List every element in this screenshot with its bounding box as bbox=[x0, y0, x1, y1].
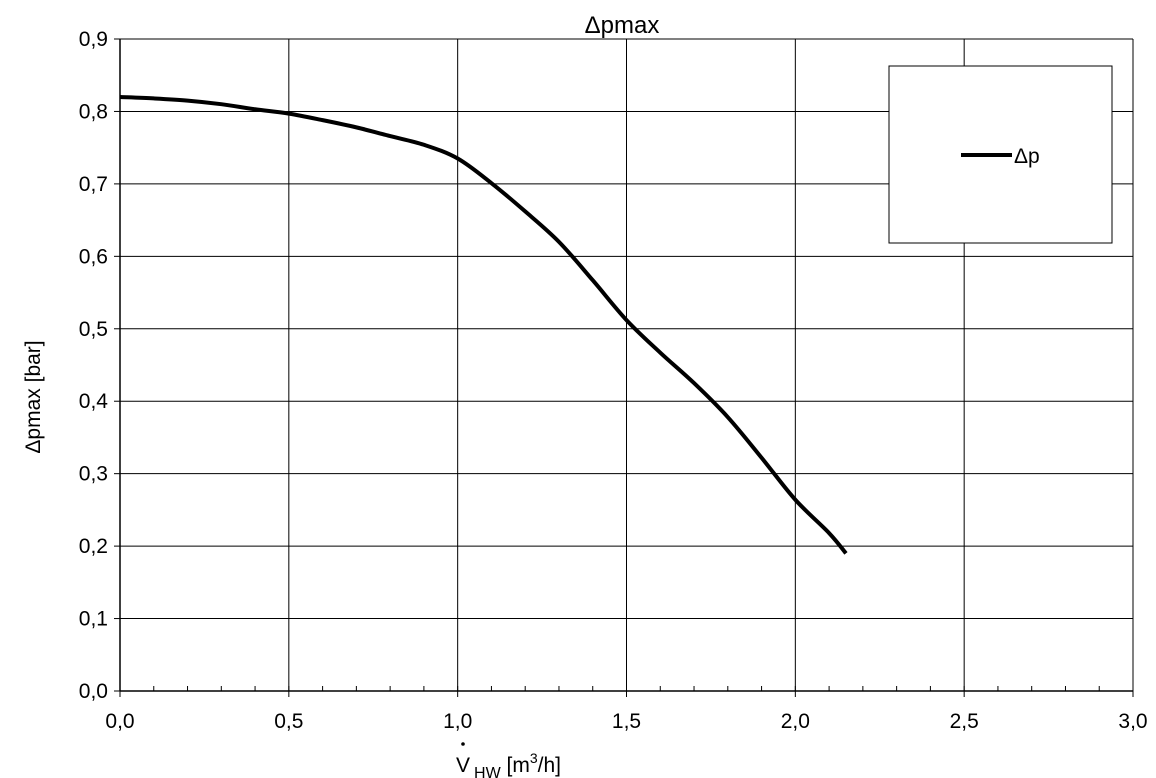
x-tick-label: 0,0 bbox=[105, 710, 134, 733]
y-tick-label: 0,8 bbox=[79, 100, 108, 123]
y-tick-label: 0,1 bbox=[79, 608, 108, 631]
y-tick-label: 0,5 bbox=[79, 318, 108, 341]
x-tick-label: 1,5 bbox=[612, 710, 641, 733]
x-axis-unit-after: /h] bbox=[538, 754, 561, 777]
y-axis-label: Δpmax [bar] bbox=[22, 340, 45, 453]
x-tick-label: 2,5 bbox=[950, 710, 979, 733]
svg-text:VHW [m3/h]: V HW [m3/h] bbox=[456, 750, 561, 778]
x-axis-subscript: HW bbox=[474, 765, 502, 778]
y-tick-label: 0,2 bbox=[79, 535, 108, 558]
y-tick-label: 0,4 bbox=[79, 390, 109, 413]
legend: Δp bbox=[888, 65, 1113, 244]
series bbox=[119, 94, 848, 555]
x-tick-label: 0,5 bbox=[274, 710, 303, 733]
y-tick-label: 0,6 bbox=[79, 245, 108, 268]
x-axis-symbol: V bbox=[456, 754, 470, 777]
series-line-dp bbox=[119, 94, 848, 555]
y-tick-label: 0,9 bbox=[79, 28, 108, 51]
x-axis-unit-before: [m bbox=[501, 754, 530, 777]
y-tick-label: 0,0 bbox=[79, 680, 108, 703]
chart-title: Δpmax bbox=[585, 12, 660, 39]
x-axis-dot-accent bbox=[461, 742, 465, 746]
x-axis-label: V HW [m3/h] bbox=[456, 742, 561, 778]
x-tick-label: 2,0 bbox=[781, 710, 810, 733]
y-tick-label: 0,7 bbox=[79, 173, 108, 196]
x-axis-unit-sup: 3 bbox=[530, 750, 538, 766]
legend-label: Δp bbox=[1014, 145, 1040, 168]
y-tick-label: 0,3 bbox=[79, 463, 108, 486]
tick-labels: 0,0 0,1 0,2 0,3 0,4 0,5 0,6 0,7 0,8 0,9 0,0 0,5 1,0 1… bbox=[79, 28, 1148, 733]
grid-lines bbox=[120, 38, 1134, 691]
x-tick-label: 3,0 bbox=[1118, 710, 1147, 733]
axes bbox=[114, 38, 1134, 697]
x-tick-label: 1,0 bbox=[443, 710, 472, 733]
